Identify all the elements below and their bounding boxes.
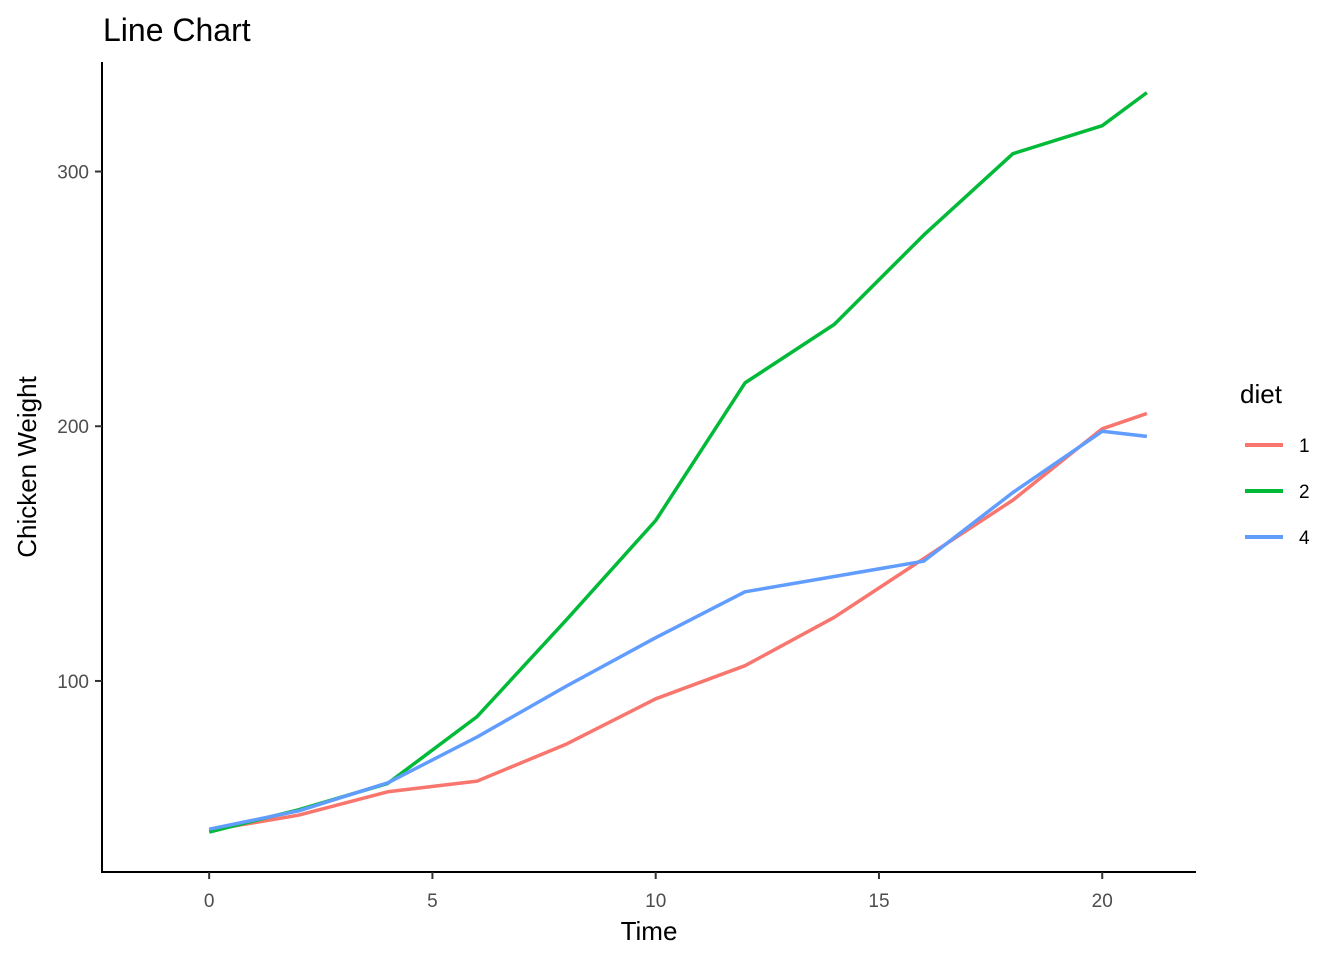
- y-tick-label: 300: [57, 163, 89, 184]
- chart-title: Line Chart: [103, 12, 251, 48]
- x-axis-ticks: 0 5 10 15 20: [204, 872, 1113, 912]
- x-tick-label: 10: [645, 891, 666, 912]
- y-tick-label: 100: [57, 672, 89, 693]
- series-line-diet-1: [208, 411, 1148, 832]
- legend-title: diet: [1240, 379, 1283, 409]
- series-line-diet-4: [208, 429, 1148, 831]
- legend-items: 1 2 4: [1245, 436, 1310, 549]
- legend: diet 1 2 4: [1240, 379, 1310, 549]
- y-axis-ticks: 100 200 300: [57, 163, 102, 693]
- x-tick-label: 5: [427, 891, 438, 912]
- legend-label-diet-4: 4: [1299, 528, 1310, 549]
- x-tick-label: 15: [868, 891, 889, 912]
- y-tick-label: 200: [57, 417, 89, 438]
- x-tick-label: 0: [204, 891, 215, 912]
- x-axis-title: Time: [621, 916, 678, 946]
- series-line-diet-2: [208, 91, 1148, 834]
- legend-label-diet-2: 2: [1299, 482, 1310, 503]
- legend-label-diet-1: 1: [1299, 436, 1310, 457]
- y-axis-title: Chicken Weight: [12, 375, 42, 557]
- x-tick-label: 20: [1092, 891, 1113, 912]
- series-layer: [208, 91, 1148, 834]
